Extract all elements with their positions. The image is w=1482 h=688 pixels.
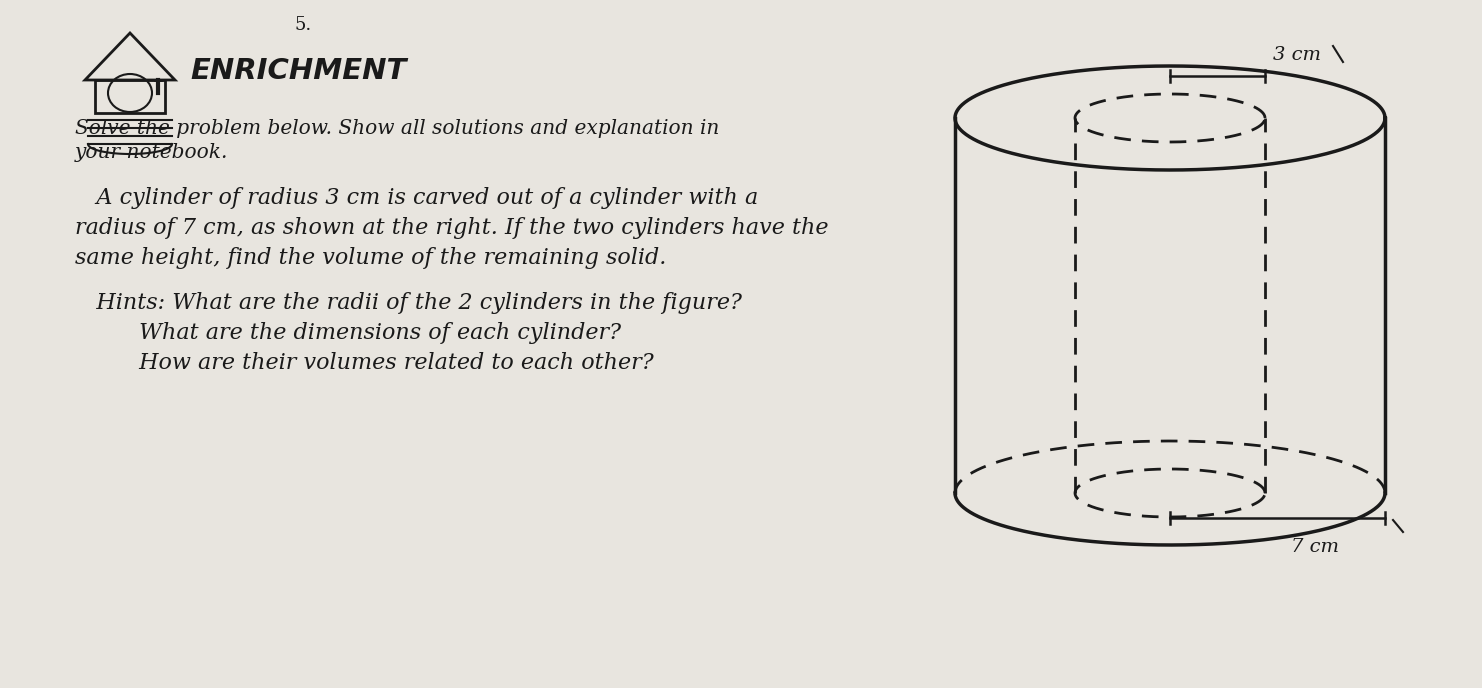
Text: 3 cm: 3 cm (1273, 46, 1320, 64)
Text: 7 cm: 7 cm (1291, 538, 1340, 556)
Text: ENRICHMENT: ENRICHMENT (190, 57, 406, 85)
Text: A cylinder of radius 3 cm is carved out of a cylinder with a: A cylinder of radius 3 cm is carved out … (76, 187, 759, 209)
Text: Solve the problem below. Show all solutions and explanation in: Solve the problem below. Show all soluti… (76, 118, 719, 138)
Text: your notebook.: your notebook. (76, 144, 228, 162)
Text: radius of 7 cm, as shown at the right. If the two cylinders have the: radius of 7 cm, as shown at the right. I… (76, 217, 828, 239)
Text: 5.: 5. (295, 16, 313, 34)
Text: What are the dimensions of each cylinder?: What are the dimensions of each cylinder… (76, 322, 621, 344)
Text: Hints: What are the radii of the 2 cylinders in the figure?: Hints: What are the radii of the 2 cylin… (76, 292, 742, 314)
Text: same height, find the volume of the remaining solid.: same height, find the volume of the rema… (76, 247, 667, 269)
Text: How are their volumes related to each other?: How are their volumes related to each ot… (76, 352, 654, 374)
